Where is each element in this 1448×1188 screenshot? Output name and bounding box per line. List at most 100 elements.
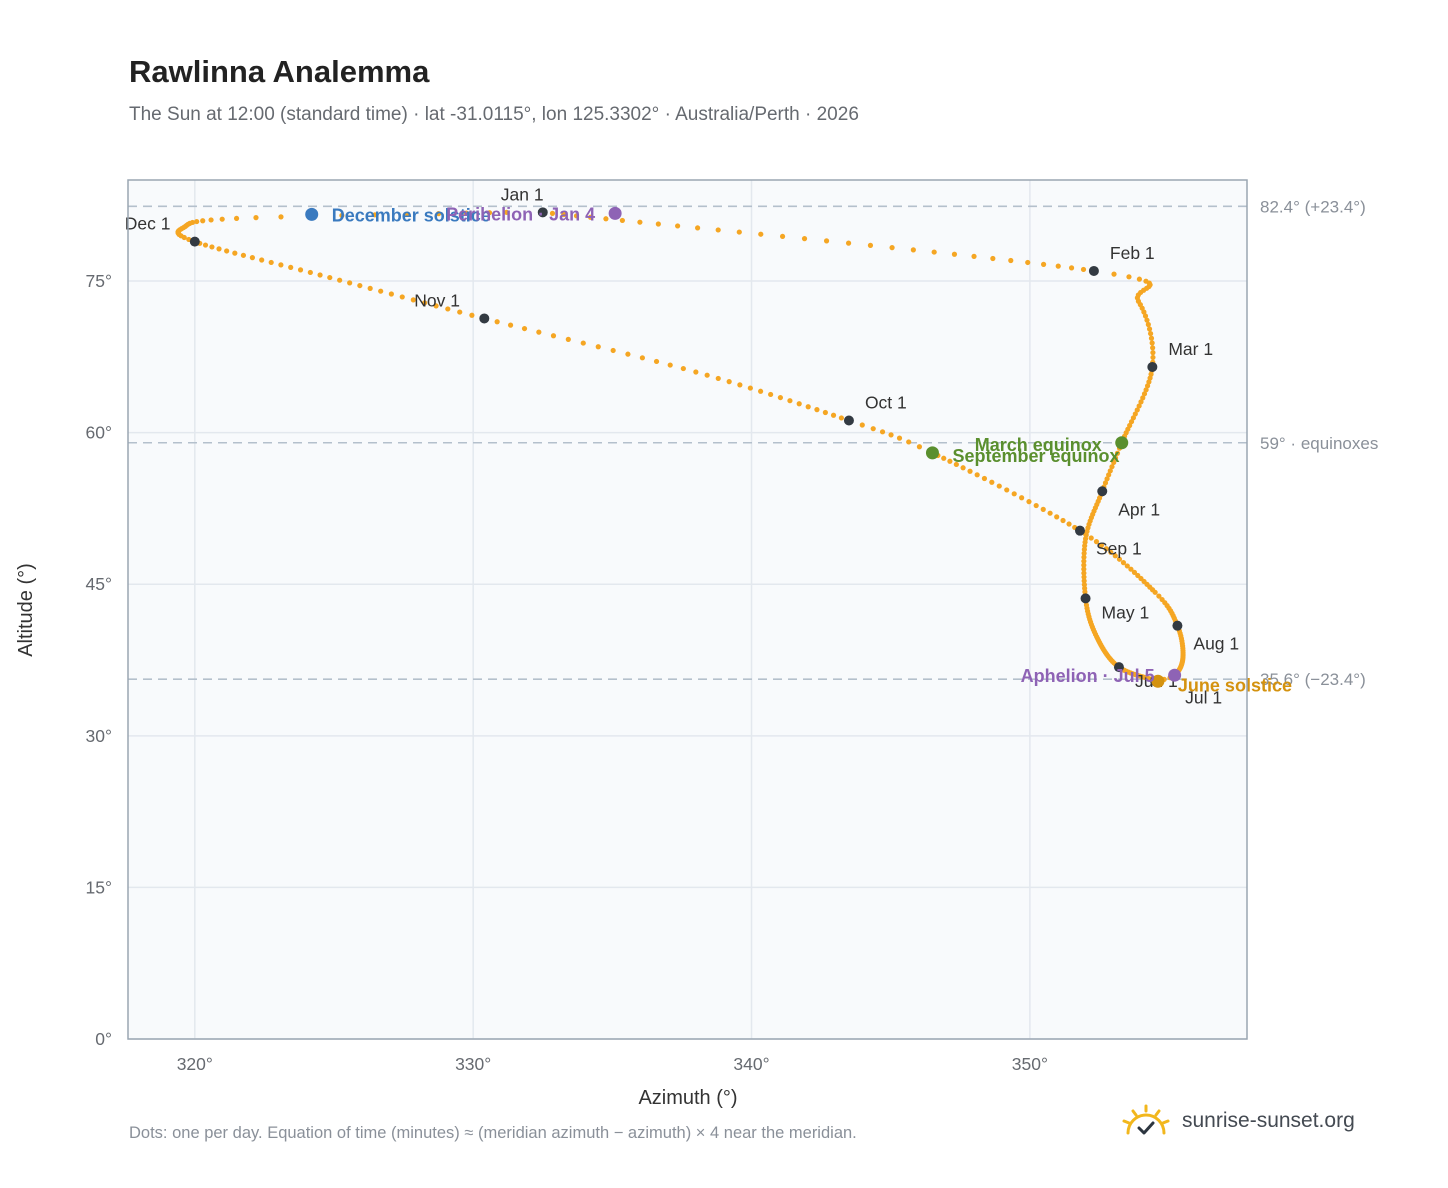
daily-sun-dot (1116, 556, 1123, 562)
daily-sun-dot (845, 240, 852, 246)
daily-sun-dot (967, 468, 973, 474)
daily-sun-dot (859, 422, 865, 428)
month-marker (1088, 265, 1099, 276)
daily-sun-dot (1103, 546, 1109, 552)
daily-sun-dot (653, 358, 660, 365)
daily-sun-dot (768, 391, 774, 398)
daily-sun-dot (216, 246, 222, 252)
daily-sun-dot (838, 415, 844, 421)
daily-sun-dot (249, 255, 255, 261)
daily-sun-dot (1081, 578, 1087, 584)
daily-sun-dot (1126, 274, 1132, 280)
month-marker (189, 236, 200, 247)
daily-sun-dot (595, 344, 601, 350)
daily-sun-dot (1004, 487, 1010, 493)
daily-sun-dot (1145, 321, 1151, 328)
daily-sun-dot (879, 429, 886, 435)
event-label: Perihelion · Jan 4 (446, 204, 595, 224)
daily-sun-dot (910, 247, 916, 253)
daily-sun-dot (989, 479, 995, 485)
daily-sun-dot (726, 379, 732, 385)
daily-sun-dot (1108, 549, 1114, 555)
plot-area (128, 180, 1247, 1039)
daily-sun-dot (888, 432, 894, 438)
month-marker (479, 313, 490, 324)
event-marker (608, 206, 622, 220)
daily-sun-dot (327, 274, 333, 281)
daily-sun-dot (1112, 553, 1118, 559)
daily-sun-dot (1156, 593, 1162, 599)
daily-sun-dot (603, 216, 609, 222)
month-label: Mar 1 (1168, 339, 1213, 359)
daily-sun-dot (357, 282, 363, 289)
x-tick-label: 330° (455, 1054, 491, 1074)
daily-sun-dot (1147, 330, 1154, 337)
daily-sun-dot (1132, 411, 1138, 417)
daily-sun-dot (737, 382, 743, 388)
daily-sun-dot (1150, 354, 1156, 361)
daily-sun-dot (951, 251, 958, 257)
daily-sun-dot (565, 336, 571, 342)
daily-sun-dot (1081, 574, 1087, 580)
month-marker (843, 415, 854, 426)
daily-sun-dot (521, 325, 528, 332)
month-label: Dec 1 (125, 214, 171, 234)
daily-sun-dot (777, 394, 784, 401)
month-label: Oct 1 (865, 393, 907, 413)
month-label: Jul 1 (1185, 687, 1222, 707)
chart-subtitle: The Sun at 12:00 (standard time) · lat -… (129, 104, 859, 125)
daily-sun-dot (388, 291, 394, 297)
plot-border (127, 179, 1248, 1040)
daily-sun-dot (1135, 572, 1141, 579)
daily-sun-dot (736, 229, 742, 235)
daily-sun-dot (1124, 563, 1130, 569)
daily-sun-dot (1141, 391, 1148, 397)
daily-sun-dot (787, 398, 793, 404)
daily-sun-dot (1081, 570, 1087, 576)
daily-sun-dot (278, 214, 284, 220)
daily-sun-dot (1054, 514, 1060, 520)
brand-name: sunrise-sunset.org (1182, 1109, 1355, 1132)
daily-sun-dot (232, 250, 238, 256)
daily-sun-dot (253, 215, 259, 221)
daily-sun-dot (561, 211, 567, 218)
daily-sun-dot (1102, 480, 1109, 486)
x-tick-label: 340° (733, 1054, 769, 1074)
y-tick-label: 30° (86, 726, 112, 746)
daily-sun-dot (1140, 395, 1146, 401)
daily-sun-dot (399, 294, 405, 300)
daily-sun-dot (259, 257, 265, 263)
daily-sun-dot (1106, 472, 1112, 478)
daily-sun-dot (1093, 539, 1100, 545)
daily-sun-dot (1130, 415, 1137, 421)
month-marker (1113, 662, 1124, 673)
daily-sun-dot (758, 388, 764, 394)
month-label: Jan 1 (501, 184, 544, 204)
daily-sun-dot (1019, 495, 1025, 501)
daily-sun-dot (1150, 345, 1156, 351)
x-tick-label: 350° (1012, 1054, 1048, 1074)
daily-sun-dot (536, 329, 542, 335)
reference-line-label: 35.6° (−23.4°) (1260, 670, 1366, 689)
daily-sun-dot (1146, 379, 1152, 385)
brand-logo[interactable]: sunrise-sunset.org (1120, 1103, 1355, 1139)
daily-sun-dot (587, 214, 594, 220)
reference-line-label: 59° · equinoxes (1260, 434, 1378, 453)
daily-sun-dot (503, 209, 510, 215)
daily-sun-dot (896, 435, 903, 441)
daily-sun-dot (288, 264, 294, 270)
daily-sun-dot (1068, 265, 1075, 271)
daily-sun-dot (404, 211, 411, 217)
event-label: March equinox (975, 435, 1102, 455)
x-axis-ticks: 320° 330° 340° 350° (177, 1054, 1048, 1074)
daily-sun-dot (1112, 455, 1119, 461)
footer-note: Dots: one per day. Equation of time (min… (129, 1124, 857, 1142)
daily-sun-dot (971, 253, 977, 259)
daily-sun-dot (1104, 476, 1110, 482)
event-label: September equinox (952, 446, 1119, 466)
y-tick-label: 75° (86, 271, 112, 291)
daily-sun-dot (494, 319, 500, 325)
daily-sun-dot (1098, 542, 1105, 548)
daily-sun-dot (189, 219, 196, 226)
